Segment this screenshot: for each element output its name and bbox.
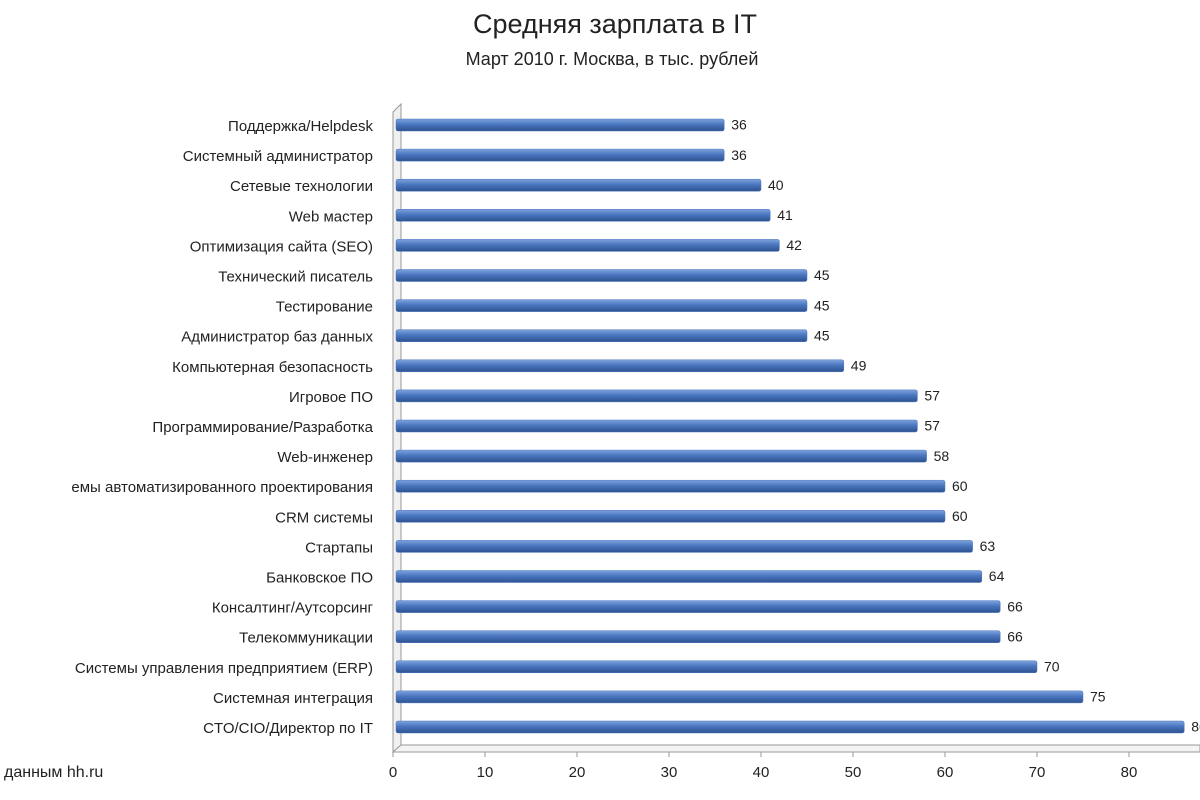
axis-floor bbox=[391, 744, 1200, 753]
y-tick-label: Web мастер bbox=[289, 208, 373, 225]
y-tick-label: Системная интеграция bbox=[213, 690, 373, 707]
y-tick-label: Поддержка/Helpdesk bbox=[228, 118, 373, 135]
chart-subtitle: Март 2010 г. Москва, в тыс. рублей bbox=[466, 49, 759, 69]
bar bbox=[395, 690, 1084, 704]
bar bbox=[395, 329, 808, 342]
data-label: 57 bbox=[924, 388, 940, 404]
y-tick-label: Игровое ПО bbox=[289, 389, 373, 406]
data-label: 66 bbox=[1007, 628, 1023, 644]
y-tick-label: Технический писатель bbox=[218, 268, 373, 285]
bar bbox=[395, 630, 1001, 643]
bar bbox=[395, 720, 1185, 734]
y-tick-label: Телекоммуникации bbox=[239, 630, 373, 647]
bar bbox=[395, 660, 1038, 674]
bar bbox=[395, 239, 780, 252]
data-label: 64 bbox=[989, 568, 1005, 584]
bar bbox=[395, 359, 845, 373]
data-label: 75 bbox=[1090, 689, 1106, 705]
bar bbox=[395, 118, 725, 132]
y-tick-label: Программирование/Разработка bbox=[152, 419, 373, 436]
chart-title: Средняя зарплата в IT bbox=[473, 9, 757, 39]
data-label: 36 bbox=[731, 147, 747, 163]
y-tick-label: Web-инженер bbox=[277, 449, 373, 466]
x-tick-label: 10 bbox=[477, 764, 494, 781]
y-tick-label: CTO/CIO/Директор по IT bbox=[203, 720, 373, 737]
data-label: 40 bbox=[768, 177, 784, 193]
data-label: 60 bbox=[952, 478, 968, 494]
data-label: 41 bbox=[777, 207, 793, 223]
y-tick-label: Стартапы bbox=[305, 539, 373, 556]
data-label: 36 bbox=[731, 117, 747, 133]
x-tick-label: 80 bbox=[1121, 764, 1138, 781]
bar bbox=[395, 510, 946, 523]
x-tick-label: 50 bbox=[845, 764, 862, 781]
bar bbox=[395, 148, 725, 162]
bar bbox=[395, 299, 808, 312]
x-tick-label: 0 bbox=[389, 764, 397, 781]
data-label: 66 bbox=[1007, 598, 1023, 614]
data-label: 57 bbox=[924, 418, 940, 434]
data-label: 86 bbox=[1191, 719, 1200, 735]
source-note: данным hh.ru bbox=[4, 764, 103, 781]
y-tick-label: CRM системы bbox=[275, 509, 373, 526]
bar bbox=[395, 600, 1001, 613]
x-tick-label: 70 bbox=[1029, 764, 1046, 781]
bar bbox=[395, 389, 918, 403]
y-tick-label: Банковское ПО bbox=[266, 569, 373, 586]
y-tick-label: Администратор баз данных bbox=[181, 329, 373, 346]
data-label: 45 bbox=[814, 327, 830, 343]
bar bbox=[395, 269, 808, 282]
data-label: 49 bbox=[851, 358, 867, 374]
data-label: 42 bbox=[786, 237, 802, 253]
y-tick-label: Компьютерная безопасность bbox=[172, 359, 373, 376]
y-tick-label: емы автоматизированного проектирования bbox=[71, 479, 373, 496]
y-tick-label: Системы управления предприятием (ERP) bbox=[75, 660, 373, 677]
bar bbox=[395, 449, 927, 463]
x-tick-label: 20 bbox=[569, 764, 586, 781]
y-tick-label: Сетевые технологии bbox=[230, 178, 373, 195]
bar bbox=[395, 479, 946, 493]
y-tick-label: Оптимизация сайта (SEO) bbox=[190, 238, 373, 255]
data-label: 63 bbox=[980, 538, 996, 554]
bar bbox=[395, 540, 973, 553]
y-tick-label: Системный администратор bbox=[183, 148, 373, 165]
y-tick-label: Консалтинг/Аутсорсинг bbox=[212, 600, 374, 617]
x-tick-label: 30 bbox=[661, 764, 678, 781]
bar bbox=[395, 209, 771, 222]
data-label: 45 bbox=[814, 297, 830, 313]
bar bbox=[395, 419, 918, 433]
x-tick-label: 60 bbox=[937, 764, 954, 781]
bar bbox=[395, 570, 983, 583]
data-label: 58 bbox=[934, 448, 950, 464]
data-label: 45 bbox=[814, 267, 830, 283]
y-tick-label: Тестирование bbox=[276, 299, 373, 316]
data-label: 60 bbox=[952, 508, 968, 524]
x-tick-label: 40 bbox=[753, 764, 770, 781]
data-label: 70 bbox=[1044, 659, 1060, 675]
bar bbox=[395, 178, 762, 192]
